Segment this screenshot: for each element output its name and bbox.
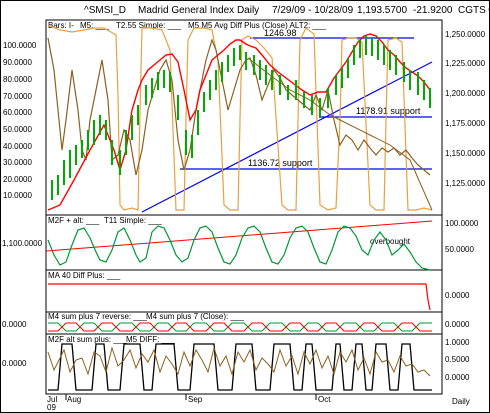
m2f-alt-right-tick-0: 0.0000 — [445, 373, 470, 382]
legend-m2f-alt: M2F + alt: ___ — [48, 216, 100, 225]
m2f-right-tick-50: 50.0000 — [445, 245, 474, 254]
legend-m5: M5: ___ — [80, 21, 109, 30]
x-label-aug: Aug — [67, 395, 81, 404]
main-right-tick: 1,150.0000 — [445, 149, 486, 158]
panel-frames — [45, 19, 443, 395]
m2f-alt-right-tick-1: 1.0000 — [445, 338, 470, 347]
momentum-brown-line — [47, 37, 431, 176]
m2f-alt-right-tick-05: 0.5000 — [445, 355, 470, 364]
legend-ma40: MA 40 Diff Plus: ___ — [48, 271, 121, 280]
main-left-tick: 40.0000 — [3, 142, 32, 151]
header-name: Madrid General Index Daily — [138, 5, 259, 16]
m2f-alt-left-tick: 0.0000 — [2, 359, 27, 368]
main-panel[interactable]: Bars: I- M5: ___ T2.55 Simple: ___ M5 M5… — [3, 21, 486, 213]
main-left-tick: 80.0000 — [3, 75, 32, 84]
m4-red-line — [48, 322, 432, 332]
x-label-daily: Daily — [452, 397, 470, 406]
main-left-tick: 100.0000 — [3, 41, 37, 50]
ma40-right-tick: 0.0000 — [445, 291, 470, 300]
main-right-tick: 1,125.0000 — [445, 179, 486, 188]
x-label-jul: Jul — [47, 395, 57, 404]
m2f-alt-black-step — [48, 343, 432, 391]
main-right-tick: 1,200.0000 — [445, 89, 486, 98]
ma40-red-line — [48, 283, 431, 311]
main-left-tick: 50.0000 — [3, 125, 32, 134]
m4-panel[interactable]: M4 sum plus 7 reverse: ___ M4 sum plus 7… — [2, 312, 470, 332]
ma40-panel[interactable]: MA 40 Diff Plus: ___ 0.0000 — [48, 271, 470, 311]
main-left-tick: 10.0000 — [3, 191, 32, 200]
legend-m2f-alt-sum: M2F alt sum plus: ___ — [48, 335, 127, 344]
legend-m5-avg-diff: M5 M5 Avg Diff Plus (Close) ALT2: ___ — [188, 21, 326, 30]
m2f-panel[interactable]: M2F + alt: ___ T11 Simple: ___ 1,100.000… — [2, 216, 479, 271]
price-red-line — [47, 33, 431, 211]
m2f-alt-panel[interactable]: M2F alt sum plus: ___ M5 DIFF: ___ 0.000… — [2, 335, 470, 391]
main-left-tick: 60.0000 — [3, 108, 32, 117]
main-left-tick: 20.0000 — [3, 175, 32, 184]
m2f-left-tick: 1,100.0000 — [2, 239, 43, 248]
x-label-year: 09 — [47, 403, 56, 412]
osc-orange-line — [47, 24, 433, 211]
header-symbol: ^SMSI_D — [84, 5, 126, 16]
main-left-tick: 30.0000 — [3, 158, 32, 167]
price-bars[interactable] — [51, 35, 431, 200]
legend-m4-close: M4 sum plus 7 (Close): ___ — [146, 312, 244, 321]
annotation-support-1136: 1136.72 support — [248, 158, 313, 168]
m2f-right-tick-100: 100.0000 — [445, 219, 479, 228]
header-date-range: 7/29/09 - 10/28/09 — [272, 5, 354, 16]
m4-green-line — [48, 322, 432, 332]
m2f-red-trend — [45, 220, 433, 252]
m4-right-tick: 0.0000 — [445, 320, 470, 329]
main-right-tick: 1,250.0000 — [445, 30, 486, 39]
annotation-support-1178: 1178.91 support — [356, 106, 421, 116]
header-last-value: 1,193.5700 — [357, 5, 407, 16]
rising-trendline — [141, 61, 433, 213]
legend-t255: T2.55 Simple: ___ — [116, 21, 181, 30]
x-label-oct: Oct — [318, 395, 331, 404]
x-axis: Jul Aug Sep Oct 09 Daily — [46, 393, 470, 412]
legend-m4-reverse: M4 sum plus 7 reverse: ___ — [48, 312, 147, 321]
m2f-alt-brown-line — [47, 346, 431, 377]
header-change: -21.9200 — [413, 5, 453, 16]
legend-m5-diff: M5 DIFF: ___ — [126, 335, 175, 344]
main-left-axis: 100.0000 90.0000 80.0000 70.0000 60.0000 50.0… — [3, 41, 37, 200]
main-right-tick: 1,225.0000 — [445, 59, 486, 68]
header-copyright: CGTS © — [458, 5, 490, 16]
main-right-axis: 1,250.0000 1,225.0000 1,200.0000 1,175.0000… — [445, 30, 486, 188]
legend-bars: Bars: I- — [48, 21, 74, 30]
main-left-tick: 70.0000 — [3, 92, 32, 101]
x-label-sep: Sep — [188, 395, 203, 404]
annotation-top-level: 1246.98 — [264, 28, 297, 38]
legend-t11: T11 Simple: ___ — [104, 216, 162, 225]
annotation-overbought: overbought — [370, 237, 411, 246]
m2f-green-osc — [47, 225, 431, 271]
header: ^SMSI_D Madrid General Index Daily 7/29/… — [84, 5, 490, 16]
main-right-tick: 1,175.0000 — [445, 119, 486, 128]
main-left-tick: 90.0000 — [3, 58, 32, 67]
m4-left-tick: 0.0000 — [2, 320, 27, 329]
